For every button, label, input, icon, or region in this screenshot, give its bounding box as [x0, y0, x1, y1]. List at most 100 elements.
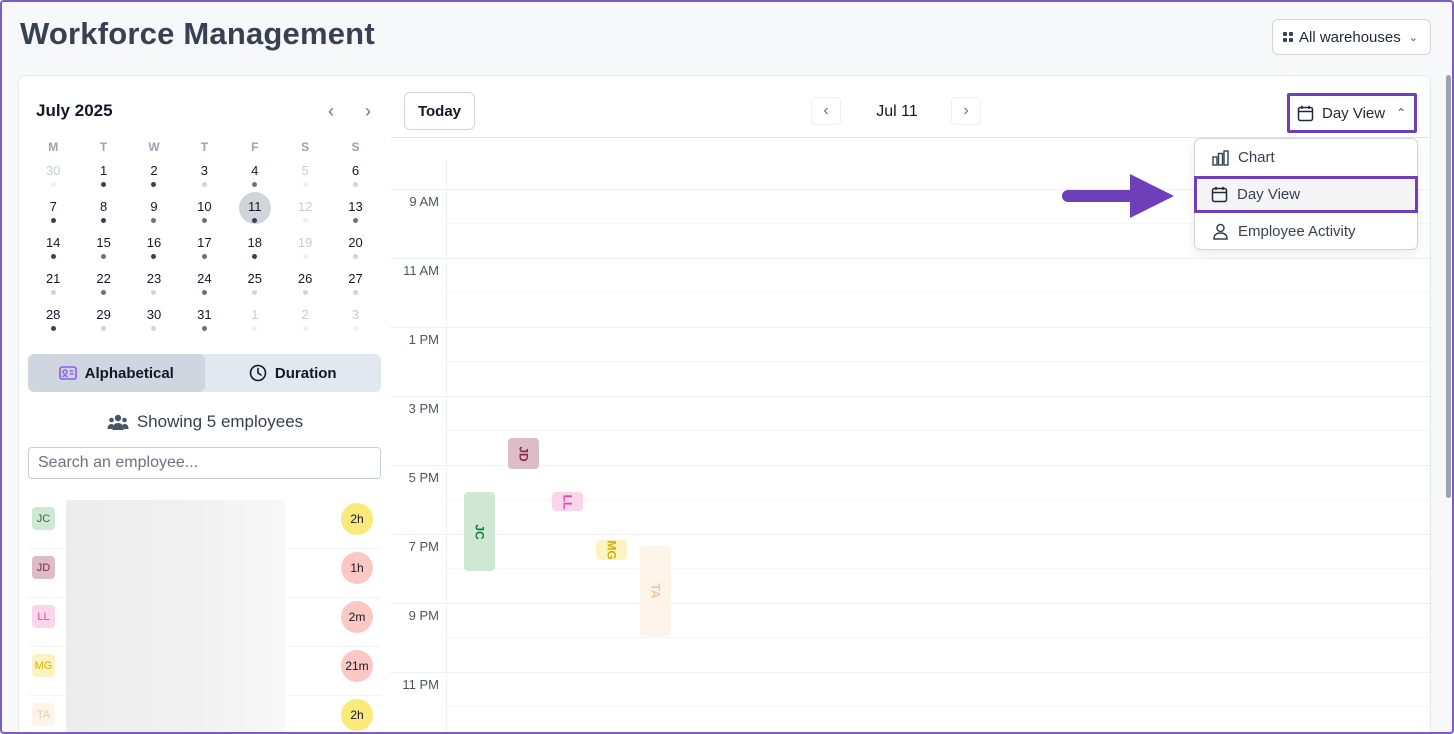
calendar-day[interactable]: 8 — [78, 196, 128, 232]
employee-row[interactable]: TA 2h — [28, 696, 381, 734]
shift-event-block[interactable]: LL — [552, 492, 583, 511]
calendar-day-selected[interactable]: 11 — [230, 192, 280, 232]
calendar-day[interactable]: 20 — [330, 232, 380, 268]
calendar-day[interactable]: 30 — [28, 160, 78, 196]
hour-label: 11 PM — [402, 677, 439, 692]
calendar-day[interactable]: 4 — [230, 160, 280, 196]
shift-event-block[interactable]: JD — [508, 438, 539, 469]
calendar-day[interactable]: 3 — [330, 304, 380, 340]
avatar: LL — [32, 605, 55, 628]
view-selector-button[interactable]: Day View ⌃ — [1287, 93, 1417, 133]
calendar-day[interactable]: 25 — [230, 268, 280, 304]
calendar-day[interactable]: 28 — [28, 304, 78, 340]
page-scrollbar[interactable] — [1446, 75, 1451, 498]
employee-row[interactable]: JC 2h — [28, 500, 381, 549]
warehouse-label: All warehouses — [1299, 28, 1401, 46]
warehouse-selector-button[interactable]: All warehouses ⌄ — [1272, 19, 1431, 55]
shift-event-block[interactable]: MG — [596, 540, 627, 560]
calendar-day[interactable]: 5 — [280, 160, 330, 196]
prev-month-button[interactable]: ‹ — [328, 101, 334, 121]
employee-row[interactable]: JD 1h — [28, 549, 381, 598]
calendar-day-number: 8 — [99, 199, 108, 214]
calendar-day-number: 18 — [247, 235, 262, 250]
view-menu-item-day-view[interactable]: Day View — [1194, 176, 1418, 213]
calendar-day[interactable]: 22 — [78, 268, 128, 304]
today-button[interactable]: Today — [404, 92, 475, 130]
calendar-day[interactable]: 15 — [78, 232, 128, 268]
hour-label: 11 AM — [403, 263, 439, 278]
prev-day-button[interactable]: ‹ — [811, 97, 841, 125]
calendar-day[interactable]: 26 — [280, 268, 330, 304]
calendar-day[interactable]: 29 — [78, 304, 128, 340]
hour-gridline — [391, 603, 1430, 604]
calendar-day-number: 16 — [146, 235, 162, 250]
avatar: TA — [32, 703, 55, 726]
calendar-day[interactable]: 17 — [179, 232, 229, 268]
calendar-day-number: 17 — [197, 235, 212, 250]
calendar-day-number: 26 — [297, 271, 313, 286]
hour-gridline — [391, 465, 1430, 466]
calendar-day-number: 13 — [348, 199, 363, 214]
calendar-day[interactable]: 30 — [129, 304, 179, 340]
duration-badge: 2m — [341, 601, 373, 633]
redacted-employee-name — [66, 549, 285, 598]
employee-search-input[interactable] — [28, 447, 381, 479]
calendar-day[interactable]: 31 — [179, 304, 229, 340]
shift-event-block[interactable]: JC — [464, 492, 495, 571]
calendar-day[interactable]: 6 — [330, 160, 380, 196]
calendar-day[interactable]: 14 — [28, 232, 78, 268]
calendar-day[interactable]: 24 — [179, 268, 229, 304]
grid-icon — [1283, 32, 1293, 42]
calendar-day[interactable]: 1 — [78, 160, 128, 196]
calendar-day[interactable]: 10 — [179, 196, 229, 232]
calendar-day[interactable]: 1 — [230, 304, 280, 340]
calendar-day-number: 21 — [45, 271, 61, 286]
calendar-day-number: 12 — [297, 199, 313, 214]
annotation-arrow-icon — [1062, 174, 1174, 218]
calendar-day[interactable]: 7 — [28, 196, 78, 232]
calendar-day-number: 6 — [351, 163, 360, 178]
calendar-day-number: 31 — [197, 307, 212, 322]
calendar-day-number: 20 — [348, 235, 363, 250]
calendar-day[interactable]: 2 — [129, 160, 179, 196]
calendar-day[interactable]: 13 — [330, 196, 380, 232]
calendar-day-number: 1 — [99, 163, 108, 178]
activity-dot — [50, 326, 56, 331]
activity-dot — [201, 326, 207, 331]
calendar-day[interactable]: 2 — [280, 304, 330, 340]
calendar-day[interactable]: 19 — [280, 232, 330, 268]
employee-row[interactable]: LL 2m — [28, 598, 381, 647]
calendar-icon — [1211, 186, 1228, 203]
employee-count-text: Showing 5 employees — [136, 412, 304, 431]
clock-icon — [249, 364, 267, 382]
calendar-day[interactable]: 27 — [330, 268, 380, 304]
calendar-day[interactable]: 12 — [280, 196, 330, 232]
avatar: MG — [32, 654, 55, 677]
weekday-header: S — [351, 140, 360, 154]
calendar-day[interactable]: 23 — [129, 268, 179, 304]
calendar-day[interactable]: 3 — [179, 160, 229, 196]
calendar-day[interactable]: 16 — [129, 232, 179, 268]
activity-dot — [151, 182, 157, 187]
shift-event-initials: JD — [516, 445, 531, 462]
sort-alphabetical-button[interactable]: Alphabetical — [28, 354, 205, 392]
calendar-day[interactable]: 18 — [230, 232, 280, 268]
activity-dot — [201, 290, 207, 295]
employee-row[interactable]: MG 21m — [28, 647, 381, 696]
time-axis-line — [446, 160, 447, 734]
view-menu-item-chart[interactable]: Chart — [1195, 139, 1417, 176]
calendar-day[interactable]: 21 — [28, 268, 78, 304]
id-card-icon — [58, 366, 77, 380]
main-card: July 2025 ‹ › M T W T F S S 30 1 2 3 4 5 6 7 8 9 10 11 12 13… — [18, 75, 1431, 734]
activity-dot — [302, 218, 308, 223]
shift-event-initials: TA — [648, 583, 663, 599]
shift-event-block[interactable]: TA — [640, 546, 671, 636]
hour-gridline — [391, 258, 1430, 259]
sort-duration-button[interactable]: Duration — [205, 354, 382, 392]
activity-dot — [201, 182, 207, 187]
view-menu-item-employee-activity[interactable]: Employee Activity — [1195, 213, 1417, 250]
view-menu: Chart Day View Employee Activity — [1194, 138, 1418, 250]
next-day-button[interactable]: › — [951, 97, 981, 125]
calendar-day[interactable]: 9 — [129, 196, 179, 232]
next-month-button[interactable]: › — [365, 101, 371, 121]
